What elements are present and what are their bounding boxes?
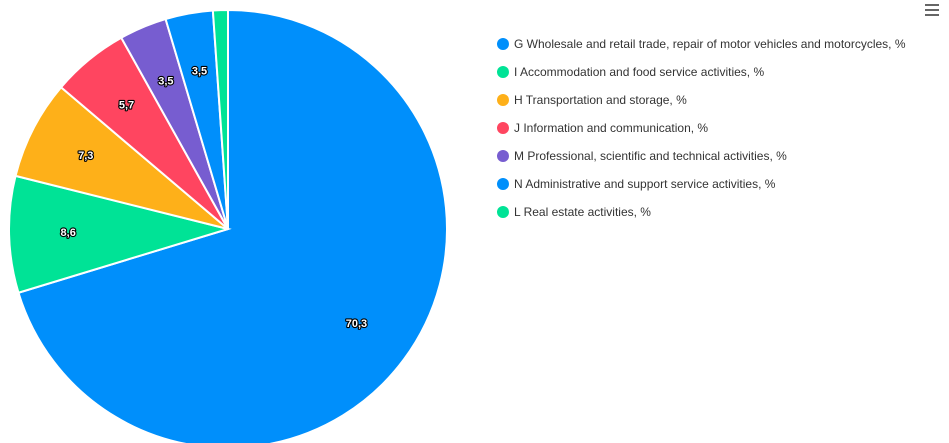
legend-marker <box>497 178 509 190</box>
data-label-6: 3,5 <box>192 66 207 78</box>
data-label-3: 7,3 <box>78 150 93 162</box>
legend-item-6[interactable]: N Administrative and support service act… <box>497 170 906 198</box>
legend-marker <box>497 150 509 162</box>
legend-item-2[interactable]: I Accommodation and food service activit… <box>497 58 906 86</box>
data-label-5: 3,5 <box>158 76 173 88</box>
hamburger-menu-icon[interactable] <box>925 1 939 16</box>
legend-marker <box>497 94 509 106</box>
legend-item-3[interactable]: H Transportation and storage, % <box>497 86 906 114</box>
legend-label: M Professional, scientific and technical… <box>514 149 787 163</box>
data-label-2: 8,6 <box>61 227 76 239</box>
legend-item-7[interactable]: L Real estate activities, % <box>497 198 906 226</box>
pie-slice-1[interactable] <box>17 8 448 443</box>
legend-label: H Transportation and storage, % <box>514 93 687 107</box>
legend-item-4[interactable]: J Information and communication, % <box>497 114 906 142</box>
pie-slice-7[interactable] <box>211 8 229 230</box>
legend-label: J Information and communication, % <box>514 121 709 135</box>
pie-slice-2[interactable] <box>8 174 232 294</box>
legend-item-5[interactable]: M Professional, scientific and technical… <box>497 142 906 170</box>
legend: G Wholesale and retail trade, repair of … <box>497 30 906 226</box>
legend-marker <box>497 38 509 50</box>
pie-slice-3[interactable] <box>14 85 229 230</box>
legend-marker <box>497 206 509 218</box>
data-label-1: 70,3 <box>346 318 367 330</box>
legend-marker <box>497 66 509 78</box>
legend-item-1[interactable]: G Wholesale and retail trade, repair of … <box>497 30 906 58</box>
data-label-4: 5,7 <box>119 99 134 111</box>
legend-label: L Real estate activities, % <box>514 205 651 219</box>
legend-label: N Administrative and support service act… <box>514 177 776 191</box>
legend-label: G Wholesale and retail trade, repair of … <box>514 37 906 51</box>
legend-marker <box>497 122 509 134</box>
legend-label: I Accommodation and food service activit… <box>514 65 765 79</box>
